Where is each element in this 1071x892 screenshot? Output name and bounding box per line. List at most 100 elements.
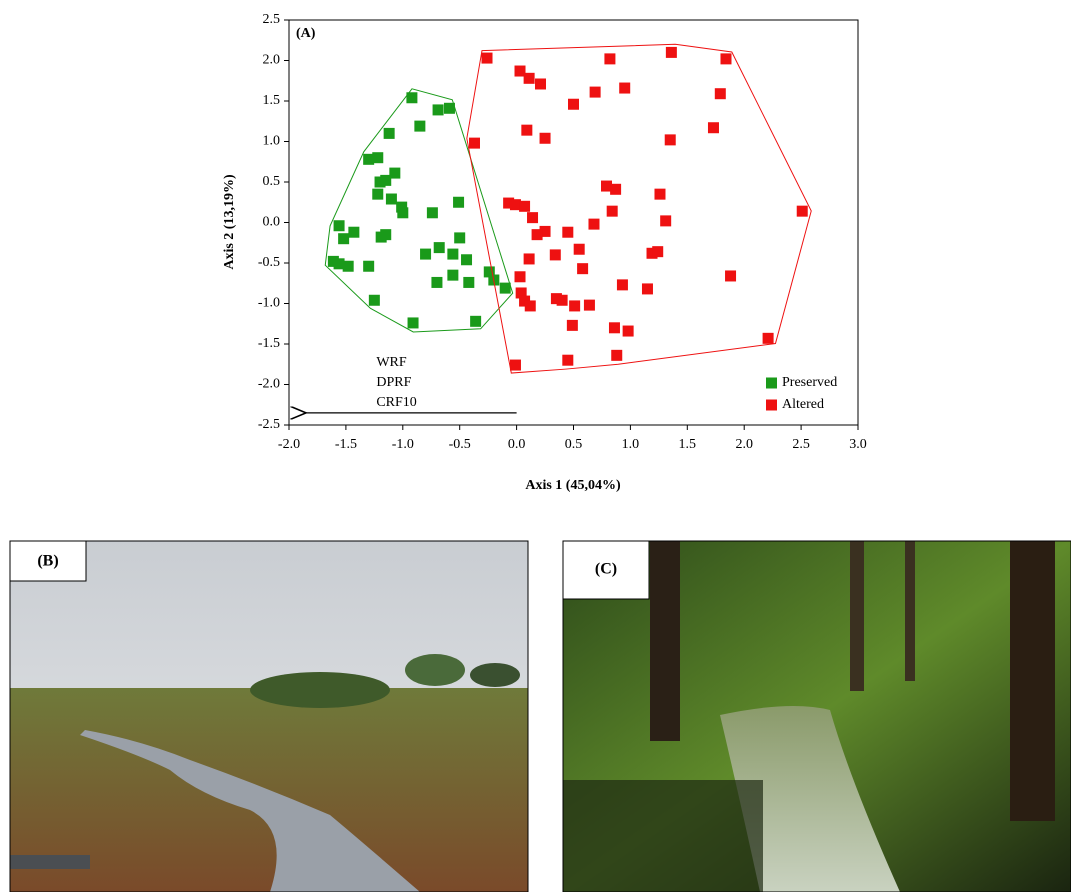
point	[499, 282, 511, 294]
point	[414, 120, 426, 132]
x-tick-label: -0.5	[449, 437, 471, 452]
point	[725, 270, 737, 282]
point	[509, 359, 521, 371]
point	[523, 253, 535, 265]
point	[453, 196, 465, 208]
y-axis-label: Axis 2 (13,19%)	[222, 174, 237, 270]
y-tick-label: 1.5	[263, 93, 281, 108]
legend-label: Preserved	[782, 375, 837, 390]
point	[660, 215, 672, 227]
point	[604, 53, 616, 65]
point	[383, 127, 395, 139]
point	[463, 276, 475, 288]
point	[589, 86, 601, 98]
point	[619, 82, 631, 94]
arrow-label: CRF10	[376, 395, 416, 410]
point	[521, 124, 533, 136]
point	[610, 183, 622, 195]
point	[385, 193, 397, 205]
point	[420, 248, 432, 260]
y-tick-label: 2.5	[263, 12, 281, 27]
point	[372, 188, 384, 200]
y-tick-label: 0.5	[263, 174, 281, 189]
point	[566, 319, 578, 331]
point	[573, 243, 585, 255]
point	[432, 104, 444, 116]
point	[333, 220, 345, 232]
point	[550, 293, 562, 305]
hull	[466, 43, 812, 374]
point	[654, 188, 666, 200]
point	[375, 231, 387, 243]
legend-label: Altered	[782, 397, 824, 412]
point	[556, 294, 568, 306]
x-tick-label: -1.0	[392, 437, 414, 452]
point	[583, 299, 595, 311]
point	[523, 72, 535, 84]
point	[549, 249, 561, 261]
x-tick-label: 1.0	[622, 437, 640, 452]
y-tick-label: -1.0	[258, 296, 280, 311]
point	[374, 176, 386, 188]
x-axis-label: Axis 1 (45,04%)	[525, 478, 621, 493]
point	[588, 218, 600, 230]
photo-c: (C)	[562, 540, 1071, 892]
x-tick-label: 1.5	[679, 437, 697, 452]
point	[333, 258, 345, 270]
point	[539, 132, 551, 144]
x-tick-label: -2.0	[278, 437, 300, 452]
point	[577, 263, 589, 275]
arrow-label: WRF	[376, 355, 407, 370]
photo-label: (C)	[595, 561, 617, 578]
point	[483, 266, 495, 278]
x-tick-label: -1.5	[335, 437, 357, 452]
x-tick-label: 0.5	[565, 437, 583, 452]
point	[327, 255, 339, 267]
point	[569, 300, 581, 312]
point	[509, 199, 521, 211]
point	[396, 201, 408, 213]
point	[622, 325, 634, 337]
point	[606, 205, 618, 217]
point	[524, 300, 536, 312]
point	[514, 271, 526, 283]
point	[616, 279, 628, 291]
chart: (A) Axis 1 (45,04%) Axis 2 (13,19%) -2.0…	[222, 12, 867, 493]
point	[481, 52, 493, 64]
y-tick-label: 2.0	[263, 53, 281, 68]
point	[363, 260, 375, 272]
point	[665, 46, 677, 58]
point	[342, 260, 354, 272]
point	[468, 137, 480, 149]
point	[380, 174, 392, 186]
plot-frame	[288, 19, 859, 426]
point	[519, 200, 531, 212]
point	[539, 225, 551, 237]
point	[389, 167, 401, 179]
y-tick-label: -2.0	[258, 377, 280, 392]
y-tick-label: 1.0	[263, 134, 281, 149]
point	[433, 242, 445, 254]
point	[406, 92, 418, 104]
point	[368, 294, 380, 306]
point	[514, 65, 526, 77]
hull	[324, 88, 514, 333]
point	[568, 98, 579, 110]
point	[397, 207, 409, 219]
point	[707, 122, 719, 134]
arrow-label: DPRF	[376, 375, 411, 390]
point	[562, 354, 574, 366]
point	[601, 180, 613, 192]
point	[515, 287, 527, 299]
y-tick-label: -2.5	[258, 417, 280, 432]
chart-title: (A)	[296, 26, 316, 41]
point	[447, 269, 459, 281]
point	[426, 207, 438, 219]
point	[443, 102, 455, 114]
point	[447, 248, 459, 260]
x-tick-label: 3.0	[849, 437, 867, 452]
point	[348, 226, 360, 238]
point	[470, 315, 482, 327]
y-tick-label: -0.5	[258, 255, 280, 270]
